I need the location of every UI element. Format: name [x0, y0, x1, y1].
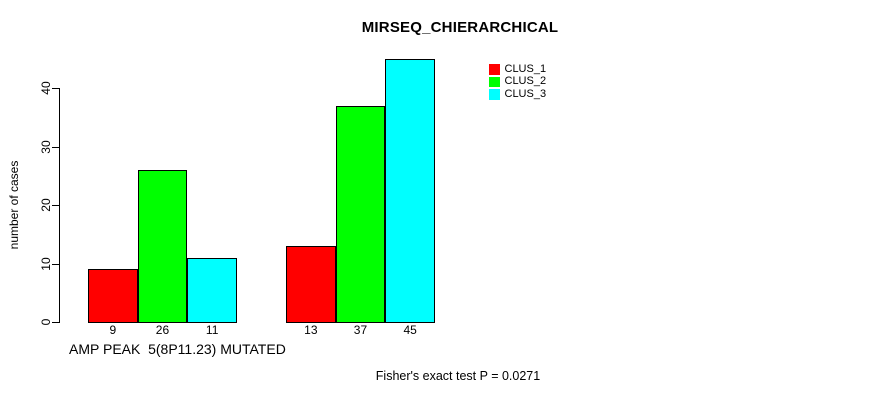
legend-row: CLUS_2 — [489, 76, 546, 89]
y-tick-label: 10 — [39, 257, 53, 271]
legend-label: CLUS_3 — [504, 87, 547, 100]
fisher-test-note: Fisher's exact test P = 0.0271 — [375, 369, 541, 383]
bar-clus_2-group2 — [335, 106, 386, 323]
y-tick-mark — [52, 147, 59, 148]
legend-row: CLUS_3 — [489, 88, 546, 101]
bar-clus_1-group2 — [286, 246, 336, 323]
y-tick-mark — [52, 205, 59, 206]
y-tick-mark — [52, 322, 59, 323]
bar-value-label: 11 — [205, 323, 219, 337]
bar-value-label: 37 — [353, 323, 368, 337]
y-tick-label: 0 — [39, 318, 53, 326]
chart-title: MIRSEQ_CHIERARCHICAL — [361, 19, 559, 36]
legend: CLUS_1 CLUS_2 CLUS_3 — [489, 63, 546, 101]
bar-clus_2-group1 — [137, 170, 188, 323]
legend-swatch-clus_3 — [489, 89, 500, 100]
y-tick-label: 30 — [39, 140, 53, 154]
legend-row: CLUS_1 — [489, 63, 546, 76]
legend-swatch-clus_1 — [489, 64, 500, 75]
y-tick-label: 40 — [39, 81, 53, 95]
bar-value-label: 9 — [109, 323, 117, 337]
y-axis-title: number of cases — [7, 160, 21, 250]
bar-clus_3-group2 — [385, 59, 435, 323]
y-tick-mark — [52, 264, 59, 265]
y-tick-label: 20 — [39, 198, 53, 212]
bar-value-label: 13 — [304, 323, 318, 337]
y-axis-line — [59, 88, 60, 323]
bar-clus_1-group1 — [88, 269, 138, 323]
legend-label: CLUS_2 — [504, 75, 547, 88]
bar-clus_3-group1 — [187, 258, 237, 323]
bar-value-label: 26 — [155, 323, 170, 337]
x-axis-label: AMP PEAK 5(8P11.23) MUTATED — [69, 341, 286, 357]
legend-label: CLUS_1 — [504, 62, 547, 75]
legend-swatch-clus_2 — [489, 76, 500, 87]
bar-value-label: 45 — [403, 323, 417, 337]
y-tick-mark — [52, 88, 59, 89]
